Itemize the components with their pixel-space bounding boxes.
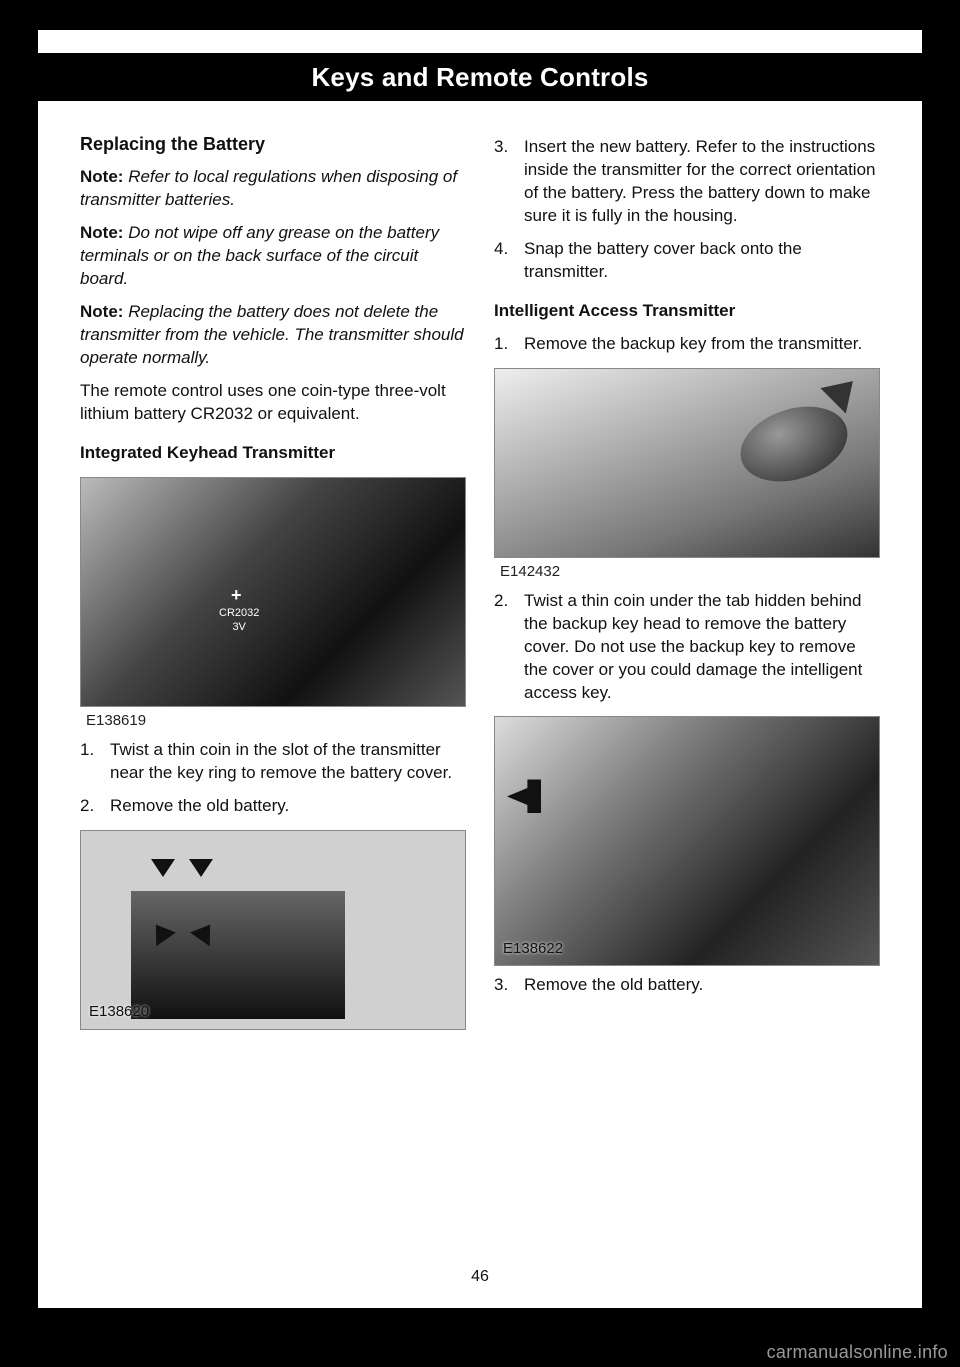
note-text: Refer to local regulations when disposin… <box>80 167 457 209</box>
figure-3-caption: E142432 <box>500 562 880 582</box>
figure-2-image: E138620 <box>80 830 466 1030</box>
step-item: Twist a thin coin in the slot of the tra… <box>80 739 466 785</box>
figure-4-caption: E138622 <box>503 939 563 959</box>
step-text: Remove the old battery. <box>110 796 289 815</box>
figure-4-image: E138622 <box>494 716 880 966</box>
step-text: Remove the backup key from the transmitt… <box>524 334 862 353</box>
note-label: Note: <box>80 302 123 321</box>
step-text: Remove the old battery. <box>524 975 703 994</box>
steps-list-d: Twist a thin coin under the tab hidden b… <box>494 590 880 705</box>
figure-4: E138622 <box>494 716 880 966</box>
steps-list-c: Remove the backup key from the transmitt… <box>494 333 880 356</box>
arrow-icon <box>820 368 865 413</box>
manual-page: Keys and Remote Controls Replacing the B… <box>38 30 922 1308</box>
arrow-icon <box>189 859 213 877</box>
note-2: Note: Do not wipe off any grease on the … <box>80 222 466 291</box>
left-column: Replacing the Battery Note: Refer to loc… <box>80 130 466 1248</box>
steps-list-b: Insert the new battery. Refer to the ins… <box>494 136 880 284</box>
section-heading: Replacing the Battery <box>80 132 466 156</box>
note-3: Note: Replacing the battery does not del… <box>80 301 466 370</box>
figure-3-coin <box>731 393 857 494</box>
subsection-heading: Integrated Keyhead Transmitter <box>80 442 466 465</box>
figure-2: E138620 <box>80 830 466 1030</box>
watermark: carmanualsonline.info <box>767 1342 948 1363</box>
note-text: Do not wipe off any grease on the batter… <box>80 223 439 288</box>
header-title: Keys and Remote Controls <box>311 62 648 92</box>
step-text: Insert the new battery. Refer to the ins… <box>524 137 876 225</box>
note-label: Note: <box>80 167 123 186</box>
arrow-icon <box>507 779 541 813</box>
step-item: Insert the new battery. Refer to the ins… <box>494 136 880 228</box>
figure-3-image <box>494 368 880 558</box>
page-number: 46 <box>38 1268 922 1286</box>
content-area: Replacing the Battery Note: Refer to loc… <box>80 130 880 1248</box>
step-text: Snap the battery cover back onto the tra… <box>524 239 802 281</box>
figure-2-caption: E138620 <box>89 1002 149 1022</box>
step-text: Twist a thin coin under the tab hidden b… <box>524 591 862 702</box>
figure-1: + CR2032 3V E138619 <box>80 477 466 731</box>
subsection-heading: Intelligent Access Transmitter <box>494 300 880 323</box>
step-item: Snap the battery cover back onto the tra… <box>494 238 880 284</box>
body-paragraph: The remote control uses one coin-type th… <box>80 380 466 426</box>
right-column: Insert the new battery. Refer to the ins… <box>494 130 880 1248</box>
step-item: Twist a thin coin under the tab hidden b… <box>494 590 880 705</box>
note-label: Note: <box>80 223 123 242</box>
note-text: Replacing the battery does not delete th… <box>80 302 464 367</box>
step-text: Twist a thin coin in the slot of the tra… <box>110 740 452 782</box>
page-header: Keys and Remote Controls <box>38 53 922 101</box>
figure-1-caption: E138619 <box>86 711 466 731</box>
figure-3: E142432 <box>494 368 880 582</box>
note-1: Note: Refer to local regulations when di… <box>80 166 466 212</box>
step-item: Remove the old battery. <box>80 795 466 818</box>
figure-1-batt: CR2032 3V <box>219 606 259 636</box>
steps-list-a: Twist a thin coin in the slot of the tra… <box>80 739 466 818</box>
figure-1-image: + CR2032 3V <box>80 477 466 707</box>
steps-list-e: Remove the old battery. <box>494 974 880 997</box>
step-item: Remove the old battery. <box>494 974 880 997</box>
step-item: Remove the backup key from the transmitt… <box>494 333 880 356</box>
figure-1-plus: + <box>231 583 242 607</box>
arrow-icon <box>151 859 175 877</box>
figure-2-shape <box>131 891 345 1019</box>
